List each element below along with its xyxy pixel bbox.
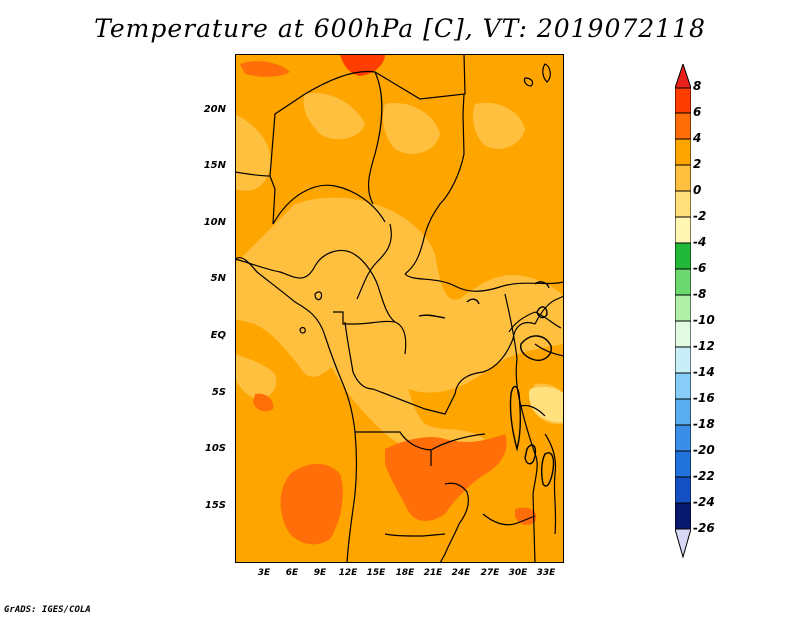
colorbar-box-7 — [675, 268, 691, 296]
colorbar-box-14 — [675, 450, 691, 478]
colorbar-label-minus26: -26 — [693, 521, 715, 535]
lakes — [418, 281, 555, 487]
colorbar-label-minus2: -2 — [693, 209, 707, 223]
map-frame — [235, 54, 564, 563]
grads-credit: GrADS: IGES/COLA — [4, 605, 91, 615]
colorbar-label-minus20: -20 — [693, 443, 715, 457]
field-minus2-to-0 — [528, 386, 564, 423]
colorbar-top-arrow — [675, 64, 691, 89]
colorbar-box-11 — [675, 372, 691, 400]
lon-label-24e: 24E — [451, 568, 471, 578]
colorbar-label-4: 4 — [693, 131, 702, 145]
colorbar-label-0: 0 — [693, 183, 702, 197]
colorbar-label-minus4: -4 — [693, 235, 707, 249]
lon-label-18e: 18E — [395, 568, 415, 578]
lon-label-3e: 3E — [257, 568, 271, 578]
lat-label-15n: 15N — [203, 160, 226, 171]
colorbar-label-minus8: -8 — [693, 287, 707, 301]
colorbar-label-6: 6 — [693, 105, 702, 119]
coastlines-borders — [235, 54, 564, 563]
colorbar-label-minus16: -16 — [693, 391, 715, 405]
lon-label-9e: 9E — [313, 568, 327, 578]
colorbar-label-8: 8 — [693, 79, 702, 93]
field-6-to-8 — [340, 54, 385, 76]
lon-label-21e: 21E — [423, 568, 443, 578]
lat-label-10n: 10N — [203, 217, 226, 228]
colorbar-box-3 — [675, 164, 691, 192]
colorbar-label-minus24: -24 — [693, 495, 715, 509]
colorbar-label-minus14: -14 — [693, 365, 715, 379]
colorbar-box-13 — [675, 424, 691, 452]
lon-label-15e: 15E — [366, 568, 386, 578]
lon-label-27e: 27E — [480, 568, 500, 578]
lat-label-5n: 5N — [210, 273, 226, 284]
islands — [299, 63, 551, 334]
colorbar-label-2: 2 — [693, 157, 702, 171]
colorbar-label-minus22: -22 — [693, 469, 715, 483]
field-4-to-6 — [240, 61, 537, 545]
colorbar-label-minus12: -12 — [693, 339, 715, 353]
lon-label-33e: 33E — [536, 568, 556, 578]
lat-label-5s: 5S — [211, 387, 226, 398]
colorbar-box-5 — [675, 216, 691, 244]
colorbar-box-1 — [675, 112, 691, 140]
lon-label-30e: 30E — [508, 568, 528, 578]
colorbar-box-0 — [675, 87, 691, 114]
colorbar-bottom-arrow — [675, 528, 691, 558]
colorbar-label-minus10: -10 — [693, 313, 715, 327]
lon-label-6e: 6E — [285, 568, 299, 578]
colorbar-box-9 — [675, 320, 691, 348]
colorbar-box-12 — [675, 398, 691, 426]
colorbar-label-minus6: -6 — [693, 261, 707, 275]
lat-label-20n: 20N — [203, 104, 226, 115]
colorbar-box-10 — [675, 346, 691, 374]
lat-label-10s: 10S — [204, 443, 226, 454]
colorbar-box-15 — [675, 476, 691, 504]
temperature-map — [235, 54, 564, 563]
lon-label-12e: 12E — [338, 568, 358, 578]
lat-label-15s: 15S — [204, 500, 226, 511]
colorbar-label-minus18: -18 — [693, 417, 715, 431]
colorbar-box-8 — [675, 294, 691, 322]
lat-label-eq: EQ — [210, 330, 226, 341]
colorbar-box-4 — [675, 190, 691, 218]
colorbar-box-2 — [675, 138, 691, 166]
colorbar-box-6 — [675, 242, 691, 270]
colorbar-box-16 — [675, 502, 691, 530]
colorbar — [675, 64, 691, 558]
map-title: Temperature at 600hPa [C], VT: 201907211… — [94, 14, 706, 43]
